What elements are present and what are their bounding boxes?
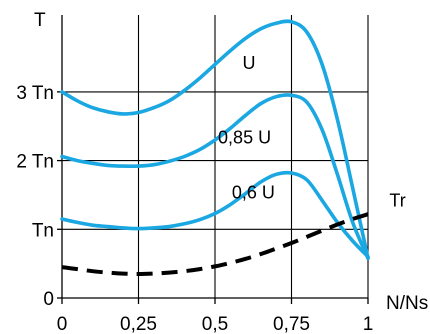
tick-labels: 0 0,25 0,5 0,75 1 0 Tn 2 Tn 3 Tn	[16, 83, 373, 334]
series-line-tr	[61, 212, 369, 276]
y-tick-label-2: 2 Tn	[16, 152, 54, 173]
series-label-0-85-u: 0,85 U	[218, 127, 271, 147]
x-tick-label-0: 0	[57, 314, 68, 334]
series-labels: U 0,85 U 0,6 U Tr	[218, 53, 406, 210]
y-tick-label-0: 0	[43, 289, 54, 310]
series-line-0-6-u	[60, 170, 370, 259]
y-axis-label: T	[34, 10, 46, 31]
x-tick-label-2: 0,5	[202, 314, 228, 334]
series-label-tr: Tr	[389, 191, 405, 211]
x-tick-label-3: 0,75	[273, 314, 310, 334]
y-tick-label-1: Tn	[32, 220, 54, 241]
series-label-0-6-u: 0,6 U	[232, 182, 275, 202]
x-axis-label: N/Ns	[386, 293, 428, 314]
y-tick-label-3: 3 Tn	[16, 83, 54, 104]
series-label-u: U	[243, 53, 256, 73]
x-tick-label-4: 1	[363, 314, 374, 334]
grid	[62, 15, 369, 298]
series-line-u	[60, 19, 370, 260]
series-lines	[60, 19, 370, 276]
series-line-0-85-u	[60, 93, 370, 260]
x-tick-label-1: 0,25	[120, 314, 157, 334]
axes	[57, 15, 369, 304]
